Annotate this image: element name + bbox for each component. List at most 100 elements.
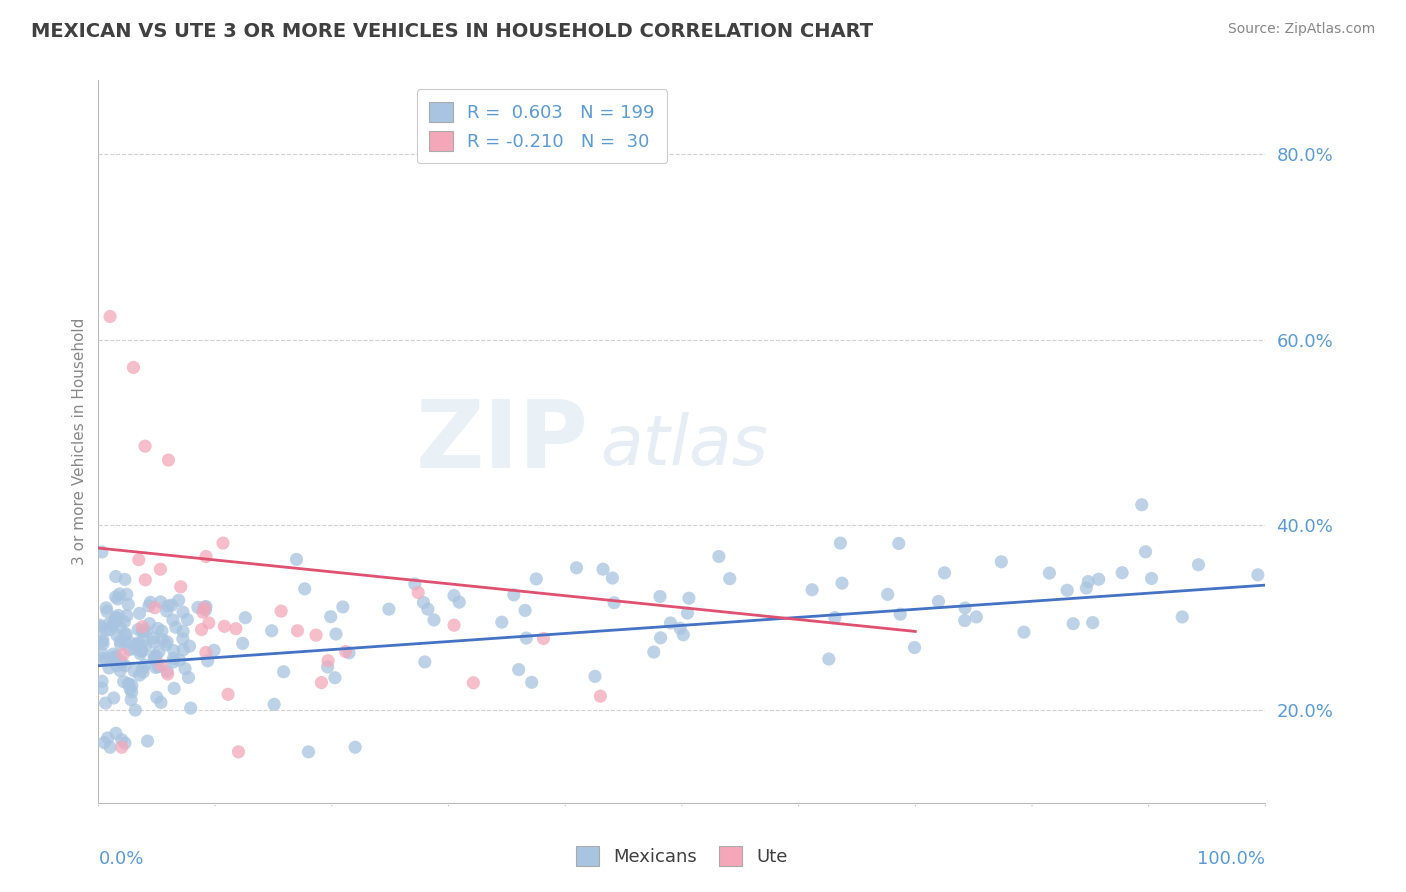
Point	[134, 658, 156, 673]
Point	[110, 637, 132, 651]
Point	[91, 632, 114, 647]
Point	[135, 639, 157, 653]
Point	[131, 661, 153, 675]
Point	[104, 569, 127, 583]
Point	[1130, 498, 1153, 512]
Point	[194, 599, 217, 614]
Point	[120, 692, 142, 706]
Point	[122, 664, 145, 678]
Point	[139, 595, 162, 609]
Point	[152, 632, 174, 647]
Point	[146, 622, 169, 636]
Point	[149, 562, 172, 576]
Point	[194, 603, 217, 617]
Point	[115, 627, 138, 641]
Point	[513, 603, 536, 617]
Point	[953, 601, 976, 615]
Point	[294, 582, 316, 596]
Point	[143, 652, 166, 666]
Point	[172, 624, 194, 639]
Point	[155, 604, 177, 618]
Point	[232, 636, 254, 650]
Point	[217, 687, 239, 701]
Point	[305, 628, 328, 642]
Text: atlas: atlas	[600, 411, 768, 479]
Point	[214, 619, 236, 633]
Point	[337, 646, 360, 660]
Point	[502, 588, 524, 602]
Point	[128, 668, 150, 682]
Point	[927, 594, 949, 608]
Point	[94, 623, 117, 637]
Point	[603, 596, 626, 610]
Point	[98, 661, 121, 675]
Point	[413, 655, 436, 669]
Point	[449, 595, 471, 609]
Point	[91, 647, 114, 661]
Point	[520, 675, 543, 690]
Point	[90, 634, 112, 648]
Point	[143, 600, 166, 615]
Text: Source: ZipAtlas.com: Source: ZipAtlas.com	[1227, 22, 1375, 37]
Point	[156, 665, 179, 679]
Point	[198, 615, 221, 630]
Point	[142, 635, 165, 649]
Point	[1038, 566, 1060, 580]
Point	[117, 677, 139, 691]
Point	[194, 646, 217, 660]
Point	[1111, 566, 1133, 580]
Point	[108, 664, 131, 678]
Point	[101, 617, 124, 632]
Point	[114, 573, 136, 587]
Point	[128, 607, 150, 621]
Point	[1077, 574, 1099, 589]
Point	[127, 636, 149, 650]
Point	[117, 676, 139, 690]
Point	[157, 453, 180, 467]
Point	[91, 674, 114, 689]
Point	[643, 645, 665, 659]
Point	[101, 647, 124, 661]
Point	[118, 635, 141, 649]
Point	[129, 647, 152, 661]
Point	[162, 655, 184, 669]
Point	[260, 624, 283, 638]
Point	[114, 736, 136, 750]
Point	[118, 642, 141, 657]
Point	[98, 310, 121, 324]
Point	[406, 585, 429, 599]
Point	[463, 675, 485, 690]
Point	[110, 656, 132, 670]
Point	[316, 660, 339, 674]
Point	[416, 602, 439, 616]
Point	[107, 608, 129, 623]
Point	[172, 632, 194, 646]
Point	[104, 726, 127, 740]
Point	[319, 609, 342, 624]
Point	[669, 621, 692, 635]
Point	[565, 561, 588, 575]
Point	[112, 648, 135, 662]
Point	[101, 650, 124, 665]
Point	[801, 582, 824, 597]
Point	[96, 600, 118, 615]
Point	[134, 573, 156, 587]
Point	[1056, 583, 1078, 598]
Point	[263, 698, 285, 712]
Point	[148, 659, 170, 673]
Point	[443, 618, 465, 632]
Point	[287, 624, 309, 638]
Point	[678, 591, 700, 606]
Point	[1062, 616, 1084, 631]
Point	[131, 624, 153, 639]
Point	[1247, 567, 1270, 582]
Point	[114, 658, 136, 673]
Point	[98, 616, 121, 631]
Point	[115, 587, 138, 601]
Point	[104, 614, 127, 628]
Point	[120, 681, 142, 696]
Point	[93, 651, 115, 665]
Point	[179, 639, 201, 653]
Point	[1087, 572, 1109, 586]
Point	[156, 667, 179, 681]
